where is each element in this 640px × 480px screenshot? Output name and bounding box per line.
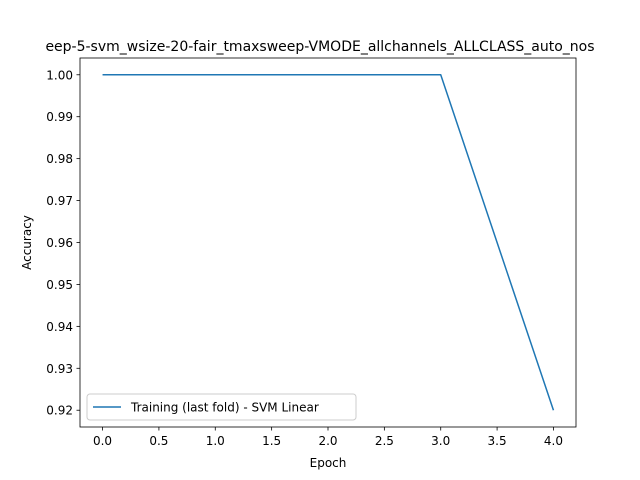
y-tick-label: 0.92 xyxy=(46,404,73,418)
y-tick-label: 0.96 xyxy=(46,236,73,250)
y-tick-label: 0.98 xyxy=(46,152,73,166)
x-tick-label: 1.0 xyxy=(206,434,225,448)
legend-label: Training (last fold) - SVM Linear xyxy=(130,401,319,415)
y-tick-label: 0.99 xyxy=(46,110,73,124)
x-tick-label: 0.5 xyxy=(149,434,168,448)
plot-frame xyxy=(79,57,577,428)
x-axis-ticks: 0.0 0.5 1.0 1.5 2.0 2.5 3.0 3.5 4.0 xyxy=(93,427,563,448)
y-axis-ticks: 0.92 0.93 0.94 0.95 0.96 0.97 0.98 0.99 1.00 xyxy=(46,68,80,418)
x-axis-label: Epoch xyxy=(310,456,347,470)
x-tick-label: 2.5 xyxy=(375,434,394,448)
series-line-0 xyxy=(102,74,555,411)
x-tick-label: 0.0 xyxy=(93,434,112,448)
y-tick-label: 0.93 xyxy=(46,362,73,376)
legend: Training (last fold) - SVM Linear xyxy=(86,393,357,421)
x-tick-label: 2.0 xyxy=(318,434,337,448)
x-tick-label: 1.5 xyxy=(262,434,281,448)
y-tick-label: 1.00 xyxy=(46,68,73,82)
chart-title: eep-5-svm_wsize-20-fair_tmaxsweep-VMODE_… xyxy=(45,39,594,55)
series-layer xyxy=(102,74,555,411)
y-tick-label: 0.97 xyxy=(46,194,73,208)
y-tick-label: 0.94 xyxy=(46,320,73,334)
y-axis-label: Accuracy xyxy=(20,215,34,270)
x-tick-label: 4.0 xyxy=(544,434,563,448)
x-tick-label: 3.0 xyxy=(431,434,450,448)
y-tick-label: 0.95 xyxy=(46,278,73,292)
x-tick-label: 3.5 xyxy=(488,434,507,448)
legend-box xyxy=(86,393,357,421)
